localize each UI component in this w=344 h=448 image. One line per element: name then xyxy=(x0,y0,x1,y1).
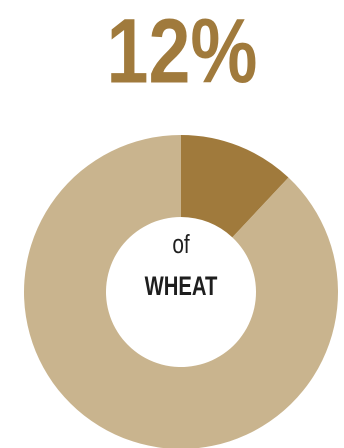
donut-slice xyxy=(181,135,289,238)
value-label: 12% xyxy=(107,0,258,102)
donut-slice xyxy=(24,135,338,448)
center-text: of xyxy=(172,230,190,259)
donut xyxy=(24,135,338,448)
center-text: WHEAT xyxy=(145,271,218,302)
